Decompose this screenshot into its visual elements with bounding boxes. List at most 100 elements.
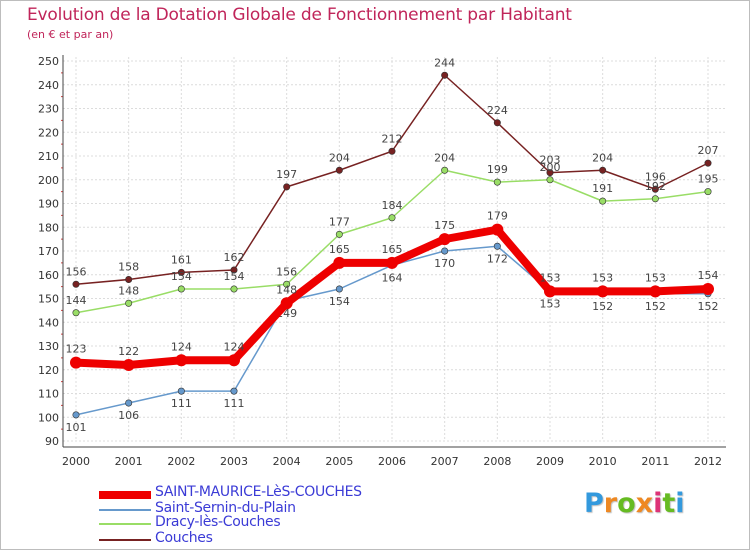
y-tick-label: 120	[38, 364, 59, 377]
logo-letter: x	[635, 488, 654, 519]
data-point	[125, 299, 133, 307]
y-tick-label: 210	[38, 150, 59, 163]
legend-swatch	[99, 539, 151, 541]
data-label: 154	[329, 295, 350, 308]
data-label: 204	[434, 151, 455, 164]
data-point	[125, 275, 133, 283]
data-label: 204	[329, 151, 350, 164]
data-point	[283, 280, 291, 288]
y-tick-label: 170	[38, 245, 59, 258]
data-point	[335, 166, 343, 174]
data-point	[230, 387, 238, 395]
x-tick-label: 2005	[325, 455, 353, 468]
y-tick-label: 130	[38, 340, 59, 353]
x-tick-label: 2007	[431, 455, 459, 468]
data-label: 203	[540, 154, 561, 167]
data-label: 123	[66, 343, 87, 356]
data-label: 106	[118, 409, 139, 422]
data-label: 124	[171, 340, 192, 353]
data-point	[493, 242, 501, 250]
data-point	[651, 185, 659, 193]
x-tick-label: 2010	[589, 455, 617, 468]
y-tick-label: 100	[38, 411, 59, 424]
series-0: 123 122 124 124 148 165 165 175 179 153 153 153 154	[66, 210, 719, 371]
data-point	[441, 71, 449, 79]
legend-item-saint-maurice: SAINT-MAURICE-LèS-COUCHES	[99, 484, 439, 502]
data-point	[546, 176, 554, 184]
data-label: 212	[382, 132, 403, 145]
data-point	[702, 283, 714, 295]
x-tick-label: 2011	[641, 455, 669, 468]
data-point	[72, 309, 80, 317]
y-tick-label: 180	[38, 221, 59, 234]
data-label: 191	[592, 182, 613, 195]
data-label: 165	[382, 243, 403, 256]
data-point	[386, 256, 398, 269]
x-tick-label: 2008	[483, 455, 511, 468]
data-label: 111	[224, 397, 245, 410]
data-label: 200	[540, 161, 561, 174]
legend-swatch	[99, 491, 151, 499]
data-point	[280, 297, 293, 310]
data-label: 101	[66, 421, 87, 434]
data-point	[177, 387, 185, 395]
data-point	[177, 285, 185, 293]
x-tick-label: 2009	[536, 455, 564, 468]
data-label: 148	[276, 283, 297, 296]
data-point	[230, 285, 238, 293]
data-label: 153	[592, 271, 613, 284]
y-tick-label: 160	[38, 269, 59, 282]
chart-subtitle: (en € et par an)	[27, 28, 114, 41]
data-point	[441, 247, 449, 255]
x-tick-label: 2003	[220, 455, 248, 468]
y-tick-label: 190	[38, 198, 59, 211]
y-tick-label: 110	[38, 388, 59, 401]
data-point	[441, 166, 449, 174]
data-point	[335, 230, 343, 238]
data-point	[649, 285, 662, 298]
data-point	[491, 223, 504, 236]
data-label: 148	[118, 284, 139, 297]
data-label: 204	[592, 151, 613, 164]
y-tick-label: 90	[45, 435, 59, 448]
y-tick-label: 200	[38, 174, 59, 187]
logo-letter: i	[675, 488, 685, 519]
data-point	[599, 197, 607, 205]
data-point	[596, 285, 609, 298]
data-point	[228, 354, 240, 367]
legend-swatch	[99, 523, 151, 525]
y-tick-label: 150	[38, 293, 59, 306]
data-label: 152	[698, 300, 719, 313]
legend-item-saint-sernin: Saint-Sernin-du-Plain	[99, 500, 439, 518]
data-label: 152	[645, 300, 666, 313]
proxiti-logo: Proxiti	[584, 488, 685, 519]
data-label: 184	[382, 199, 403, 212]
data-point	[544, 285, 556, 298]
data-label: 175	[434, 219, 455, 232]
data-point	[333, 256, 346, 269]
x-tick-label: 2006	[378, 455, 406, 468]
x-tick-label: 2000	[62, 455, 90, 468]
logo-letter: r	[603, 488, 618, 519]
logo-letter: o	[617, 488, 636, 519]
legend-label: SAINT-MAURICE-LèS-COUCHES	[155, 484, 362, 500]
data-point	[72, 411, 80, 419]
data-label: 122	[118, 345, 139, 358]
data-label: 165	[329, 243, 350, 256]
y-tick-label: 240	[38, 79, 59, 92]
data-label: 172	[487, 252, 508, 265]
series-3: 156 158 161 162 197 204 212 244 224 203 204 196 207	[66, 56, 719, 288]
data-label: 192	[645, 180, 666, 193]
data-point	[704, 159, 712, 167]
x-tick-label: 2004	[273, 455, 301, 468]
data-label: 196	[645, 170, 666, 183]
data-label: 154	[698, 269, 719, 282]
data-label: 162	[224, 251, 245, 264]
logo-letter: t	[662, 488, 676, 519]
data-point	[230, 266, 238, 274]
data-point	[651, 195, 659, 203]
x-tick-label: 2002	[167, 455, 195, 468]
y-tick-label: 250	[38, 55, 59, 68]
data-point	[388, 147, 396, 155]
